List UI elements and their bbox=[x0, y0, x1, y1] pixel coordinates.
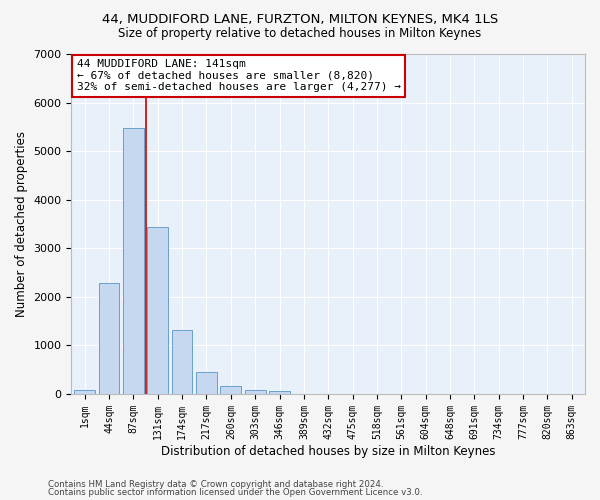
Bar bbox=[269, 391, 290, 394]
Text: Size of property relative to detached houses in Milton Keynes: Size of property relative to detached ho… bbox=[118, 28, 482, 40]
Text: 44 MUDDIFORD LANE: 141sqm
← 67% of detached houses are smaller (8,820)
32% of se: 44 MUDDIFORD LANE: 141sqm ← 67% of detac… bbox=[77, 59, 401, 92]
Text: Contains public sector information licensed under the Open Government Licence v3: Contains public sector information licen… bbox=[48, 488, 422, 497]
Bar bbox=[196, 372, 217, 394]
Y-axis label: Number of detached properties: Number of detached properties bbox=[15, 131, 28, 317]
Bar bbox=[99, 283, 119, 394]
Bar bbox=[245, 390, 266, 394]
Text: 44, MUDDIFORD LANE, FURZTON, MILTON KEYNES, MK4 1LS: 44, MUDDIFORD LANE, FURZTON, MILTON KEYN… bbox=[102, 12, 498, 26]
Text: Contains HM Land Registry data © Crown copyright and database right 2024.: Contains HM Land Registry data © Crown c… bbox=[48, 480, 383, 489]
Bar bbox=[220, 386, 241, 394]
Bar bbox=[172, 330, 193, 394]
X-axis label: Distribution of detached houses by size in Milton Keynes: Distribution of detached houses by size … bbox=[161, 444, 496, 458]
Bar bbox=[148, 228, 168, 394]
Bar bbox=[123, 128, 144, 394]
Bar bbox=[74, 390, 95, 394]
